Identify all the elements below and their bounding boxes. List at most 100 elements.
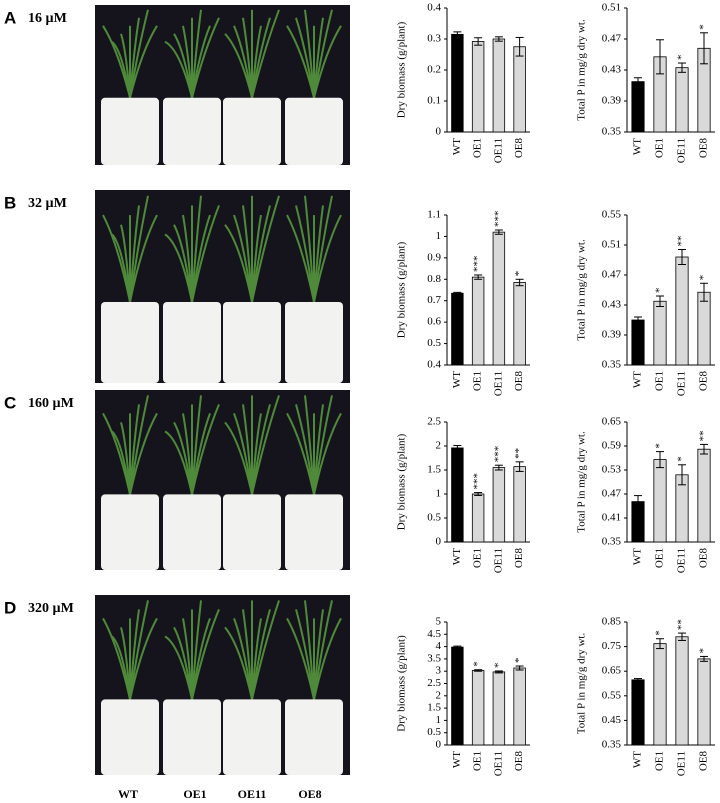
x-tick-label: OE11: [676, 751, 688, 776]
error-bar: [515, 36, 524, 57]
x-tick-label: OE11: [492, 371, 504, 396]
leaf: [191, 404, 220, 495]
x-tick-label: OE11: [676, 138, 688, 163]
bar: [513, 282, 526, 366]
bar: [451, 646, 464, 746]
x-tick-label: OE1: [654, 138, 666, 158]
bar-chart: Total P in mg/g dry wt. 0.35 0.45 0.55 0.65 0…: [576, 616, 715, 776]
y-tick-label: 0.55: [602, 209, 622, 221]
plant-photo: [95, 595, 350, 775]
pot: [163, 494, 221, 570]
bar: [492, 467, 506, 543]
leaf: [251, 9, 280, 99]
pot: [101, 97, 159, 165]
pot: [101, 301, 159, 383]
error-bar: [494, 36, 503, 42]
y-axis-title: Total P in mg/g dry wt.: [576, 633, 588, 735]
bar: [653, 300, 667, 366]
y-tick-label: 0.4: [427, 2, 441, 14]
y-tick-label: 0.7: [427, 294, 441, 306]
error-bar: [678, 464, 686, 486]
y-tick-label: 0.65: [602, 665, 622, 677]
error-bar: [678, 249, 686, 265]
x-tick-label: OE1: [472, 371, 484, 391]
bar-chart: Total P in mg/g dry wt. 0.35 0.39 0.43 0.47 0…: [576, 2, 715, 163]
y-axis-title: Total P in mg/g dry wt.: [576, 239, 588, 341]
bar: [697, 448, 711, 543]
x-tick-label: WT: [451, 751, 463, 768]
x-tick-label: WT: [451, 548, 463, 565]
bar: [697, 658, 711, 746]
panel-concentration: 32 µM: [28, 196, 67, 211]
panel-concentration: 320 µM: [28, 601, 74, 616]
leaf: [191, 205, 220, 303]
pot: [223, 97, 281, 165]
y-tick-label: 0.35: [602, 739, 622, 751]
significance: **: [513, 448, 525, 459]
significance: *: [654, 630, 666, 636]
photo-label: WT: [118, 787, 138, 801]
bottom-labels: WT OE1 OE11 OE8: [118, 787, 322, 801]
leaf: [251, 395, 280, 495]
y-tick-label: 0.85: [602, 616, 622, 628]
plant-photo: [95, 190, 350, 383]
y-tick-label: 0.51: [602, 2, 621, 14]
panel-concentration: 160 µM: [28, 396, 74, 411]
y-tick-label: 0: [436, 126, 442, 138]
y-tick-label: 0.47: [602, 269, 622, 281]
y-tick-label: 2.5: [427, 416, 441, 428]
y-tick-label: 0.6: [427, 316, 441, 328]
error-bar: [515, 461, 524, 472]
error-bar: [494, 229, 503, 235]
bar: [631, 319, 645, 366]
x-tick-label: OE1: [472, 138, 484, 158]
x-tick-label: OE1: [654, 371, 666, 391]
plant-photo: [95, 5, 350, 165]
significance: *: [654, 288, 666, 294]
y-axis-title: Dry biomass (g/plant): [396, 21, 408, 118]
bar: [471, 41, 485, 133]
error-bar: [453, 291, 462, 295]
error-bar: [494, 670, 503, 674]
y-tick-label: 0.59: [602, 440, 622, 452]
error-bar: [656, 638, 664, 650]
x-tick-label: OE8: [513, 138, 525, 159]
leaf: [251, 600, 280, 700]
y-tick-label: 0.5: [427, 337, 441, 349]
error-bar: [474, 669, 483, 672]
bar: [492, 231, 506, 366]
y-tick-label: 0.43: [602, 64, 622, 76]
photo-label: OE1: [183, 787, 206, 801]
y-tick-label: 2.5: [427, 677, 441, 689]
error-bar: [634, 77, 642, 86]
y-tick-label: 4: [436, 640, 442, 652]
plant-photo: [95, 390, 350, 570]
bar: [653, 643, 667, 746]
y-axis-title: Total P in mg/g dry wt.: [576, 19, 588, 121]
leaf: [129, 214, 158, 303]
pot: [285, 699, 343, 775]
y-tick-label: 1.5: [427, 702, 441, 714]
significance: *: [492, 662, 504, 668]
y-tick-label: 2: [436, 440, 442, 452]
leaf: [129, 412, 158, 495]
y-tick-label: 0.8: [427, 273, 441, 285]
error-bar: [474, 274, 483, 280]
significance: *: [676, 456, 688, 462]
x-tick-label: OE11: [492, 751, 504, 776]
panel-letter: A: [4, 8, 16, 27]
leaf: [313, 617, 342, 700]
significance: *: [513, 271, 525, 277]
leaf: [129, 25, 158, 99]
y-tick-label: 0.39: [602, 95, 622, 107]
pot: [101, 494, 159, 570]
x-tick-label: OE8: [698, 548, 710, 569]
panel-letter: D: [4, 598, 16, 617]
leaf: [191, 609, 220, 700]
significance: **: [676, 236, 688, 247]
y-axis-title: Dry biomass (g/plant): [396, 241, 408, 338]
bar-chart: Dry biomass (g/plant) 0.4 0.5 0.6 0.7 0.8 0.9 1…: [396, 209, 530, 396]
x-tick-label: OE8: [698, 751, 710, 772]
x-tick-label: OE11: [492, 548, 504, 573]
significance: ***: [472, 256, 484, 273]
